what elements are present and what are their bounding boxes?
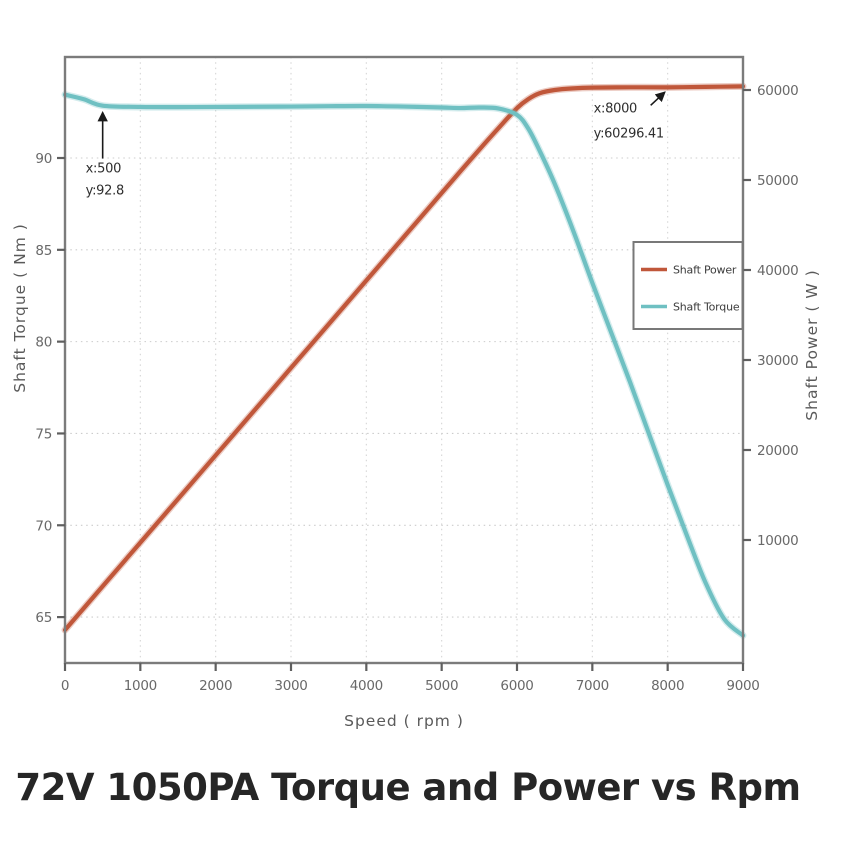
left-tick-label: 70 — [35, 518, 52, 534]
x-tick-label: 1000 — [124, 678, 157, 694]
series — [61, 82, 747, 639]
right-tick-label: 30000 — [757, 353, 798, 369]
x-tick-label: 8000 — [651, 678, 684, 694]
shaft-power-line — [62, 84, 746, 633]
x-tick-label: 7000 — [576, 678, 609, 694]
annotation-text: x:8000 — [594, 101, 637, 116]
annotations: x:500 y:92.8 x:8000 y:60296.41 — [86, 91, 666, 199]
plot-border — [63, 55, 745, 665]
right-tick-label: 60000 — [757, 83, 798, 99]
right-tick-label: 20000 — [757, 443, 798, 459]
annotation-text: y:92.8 — [86, 184, 124, 199]
shaft-power-line-halo — [61, 82, 747, 634]
x-tick-label: 9000 — [726, 678, 759, 694]
annotation-text: x:500 — [86, 162, 121, 177]
left-tick-label: 85 — [35, 243, 52, 259]
legend-box — [632, 241, 744, 330]
x-axis-label: Speed ( rpm ) — [344, 712, 464, 730]
left-axis-label: Shaft Torque ( Nm ) — [11, 223, 29, 393]
legend-label: Shaft Power — [673, 264, 737, 277]
left-tick-label: 65 — [35, 610, 52, 626]
tick-labels: 0 1000 2000 3000 4000 5000 6000 7000 8000 9000 65 7… — [35, 83, 798, 694]
shaft-torque-line-halo — [61, 91, 747, 639]
annotation-arrow-2 — [650, 91, 666, 106]
x-tick-label: 6000 — [500, 678, 533, 694]
legend: Shaft Power Shaft Torque — [632, 241, 744, 330]
torque-power-chart: 0 1000 2000 3000 4000 5000 6000 7000 8000 9000 65 7… — [11, 55, 821, 730]
left-tick-label: 80 — [35, 335, 52, 351]
x-tick-label: 2000 — [199, 678, 232, 694]
right-axis-label: Shaft Power ( W ) — [803, 269, 821, 420]
right-tick-label: 40000 — [757, 263, 798, 279]
legend-label: Shaft Torque — [673, 301, 740, 314]
x-tick-label: 4000 — [350, 678, 383, 694]
gridlines — [65, 57, 743, 663]
left-tick-label: 75 — [35, 426, 52, 442]
axis-ticks — [57, 88, 751, 671]
left-tick-label: 90 — [35, 151, 52, 167]
chart-title: 72V 1050PA Torque and Power vs Rpm — [15, 766, 801, 809]
right-tick-label: 50000 — [757, 173, 798, 189]
x-tick-label: 3000 — [274, 678, 307, 694]
shaft-torque-line — [62, 92, 746, 638]
annotation-text: y:60296.41 — [594, 126, 664, 141]
x-tick-label: 0 — [61, 678, 69, 694]
x-tick-label: 5000 — [425, 678, 458, 694]
right-tick-label: 10000 — [757, 533, 798, 549]
